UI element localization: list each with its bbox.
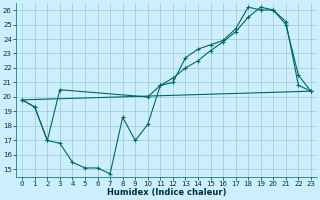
X-axis label: Humidex (Indice chaleur): Humidex (Indice chaleur) [107,188,226,197]
